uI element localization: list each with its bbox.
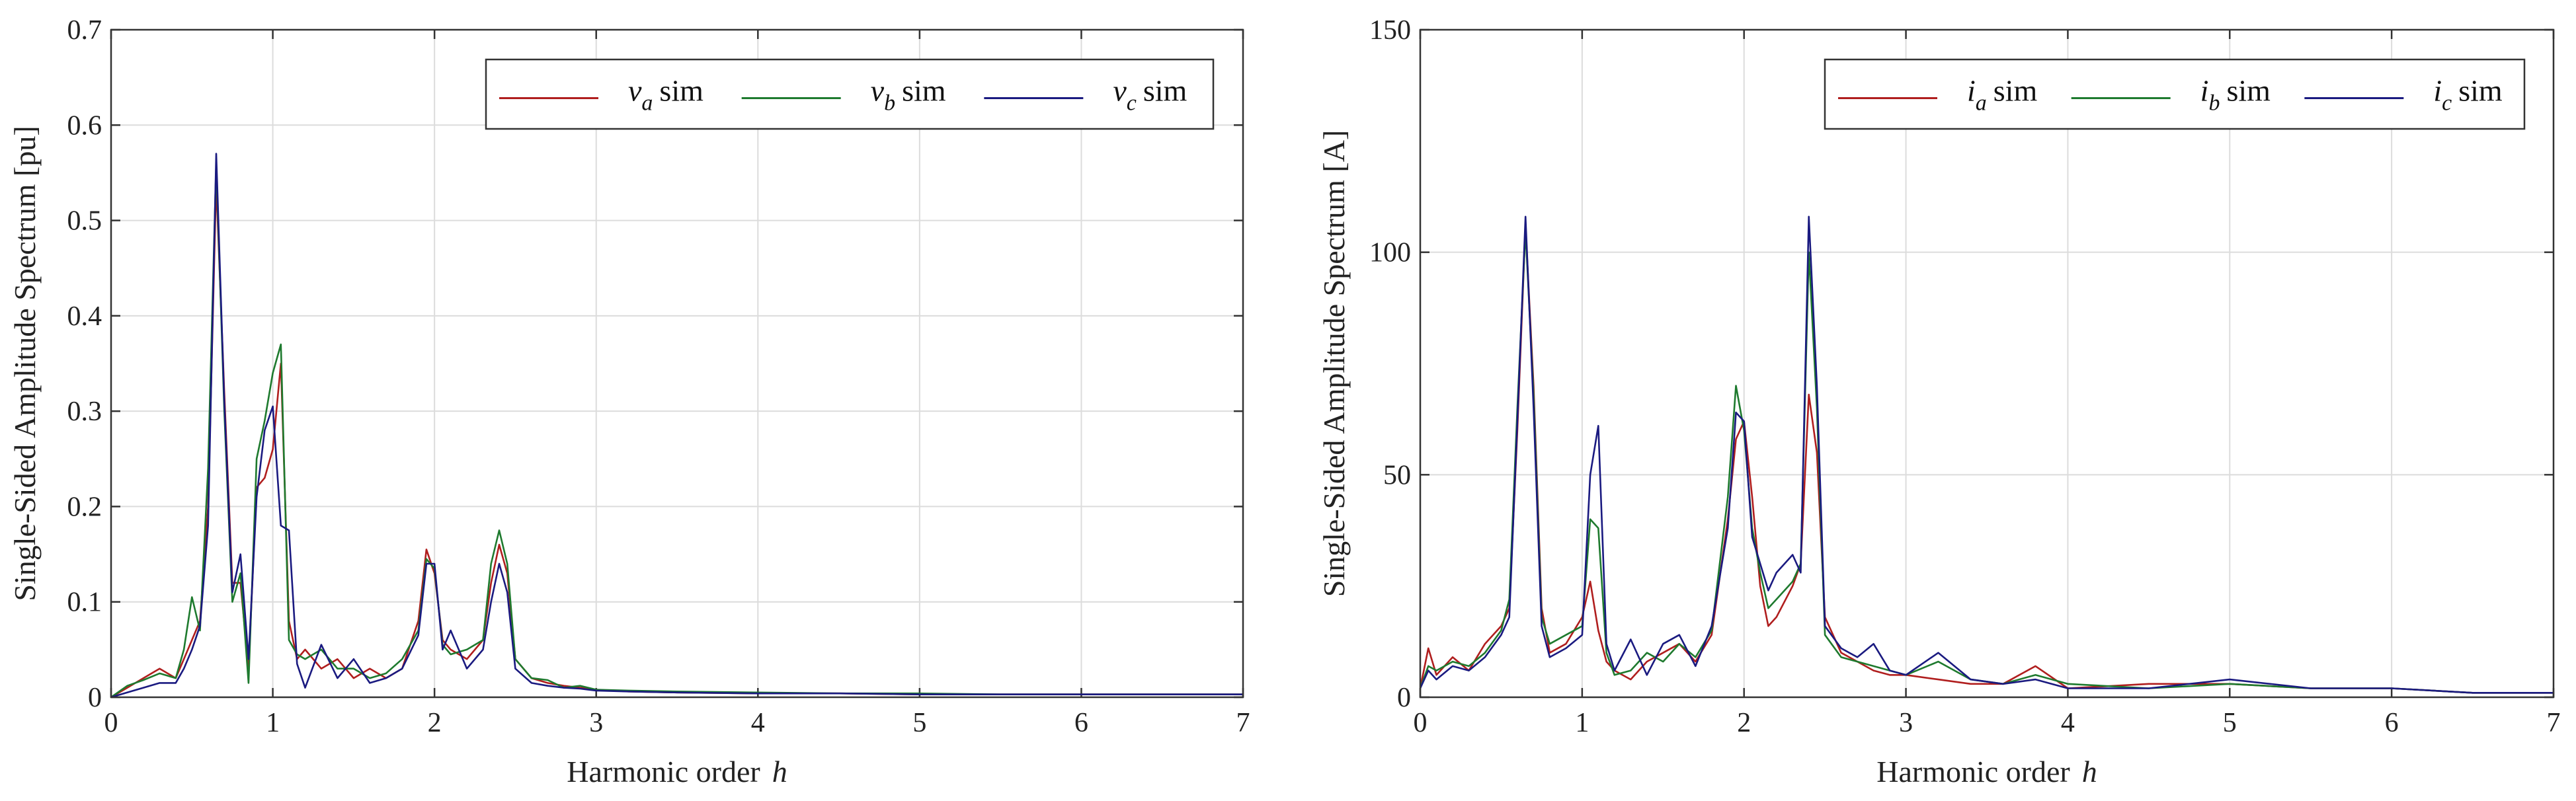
series-line-vc bbox=[111, 153, 1243, 697]
x-axis-title-variable: h bbox=[2082, 755, 2097, 788]
x-axis-title-variable: h bbox=[772, 755, 787, 788]
legend-label-vc: vc sim bbox=[1113, 74, 1187, 116]
legend-subscript: a bbox=[641, 91, 653, 116]
y-tick-label: 150 bbox=[1369, 15, 1411, 46]
y-tick-label: 100 bbox=[1369, 238, 1411, 268]
x-axis-title-text: Harmonic order bbox=[1876, 755, 2070, 788]
x-tick-label: 5 bbox=[2223, 708, 2237, 738]
legend-box bbox=[485, 58, 1215, 130]
y-tick-label: 0.1 bbox=[67, 588, 102, 618]
x-tick-label: 6 bbox=[2385, 708, 2399, 738]
series-group bbox=[1420, 215, 2554, 694]
y-tick-label: 0 bbox=[88, 683, 102, 713]
x-tick-label: 2 bbox=[1737, 708, 1751, 738]
x-tick-label: 1 bbox=[266, 708, 280, 738]
legend-suffix: sim bbox=[902, 74, 946, 108]
legend-subscript: b bbox=[884, 91, 895, 116]
legend-subscript: a bbox=[1976, 91, 1987, 116]
legend-symbol: i bbox=[1967, 74, 1976, 108]
x-axis-title: Harmonic order h bbox=[567, 755, 787, 788]
y-tick-label: 0 bbox=[1397, 683, 1411, 713]
plot-frame bbox=[1419, 28, 2555, 699]
y-tick-label: 0.6 bbox=[67, 110, 102, 141]
series-group bbox=[111, 153, 1243, 697]
x-tick-label: 0 bbox=[104, 708, 118, 738]
legend-label-va: va sim bbox=[628, 74, 704, 116]
y-tick-label: 0.3 bbox=[67, 397, 102, 427]
x-tick-label: 3 bbox=[1899, 708, 1913, 738]
voltage-spectrum-chart: 0 1 2 3 4 5 6 7 0 0.1 0.2 0.3 0.4 0.5 0.6 0.7 Harmonic o… bbox=[8, 15, 1250, 788]
y-tick-label: 0.2 bbox=[67, 492, 102, 522]
plot-frame bbox=[110, 28, 1244, 699]
legend-symbol: v bbox=[871, 74, 885, 108]
legend-suffix: sim bbox=[1143, 74, 1187, 108]
legend-suffix: sim bbox=[659, 74, 704, 108]
legend-label-ia: ia sim bbox=[1967, 74, 2037, 116]
y-tick-label: 50 bbox=[1383, 460, 1411, 490]
x-tick-label: 7 bbox=[1236, 708, 1250, 738]
legend-symbol: i bbox=[2433, 74, 2442, 108]
legend: va sim vb sim vc sim bbox=[485, 58, 1215, 130]
legend-suffix: sim bbox=[1993, 74, 2038, 108]
x-tick-label: 6 bbox=[1074, 708, 1088, 738]
x-axis-title: Harmonic order h bbox=[1876, 755, 2097, 788]
x-tick-label: 2 bbox=[428, 708, 442, 738]
legend-symbol: i bbox=[2200, 74, 2209, 108]
y-tick-label: 0.4 bbox=[67, 301, 102, 332]
legend-label-ib: ib sim bbox=[2200, 74, 2271, 116]
legend-suffix: sim bbox=[2226, 74, 2271, 108]
x-tick-label: 7 bbox=[2547, 708, 2561, 738]
legend-label-vb: vb sim bbox=[871, 74, 946, 116]
legend-box bbox=[1824, 58, 2526, 130]
x-axis-title-text: Harmonic order bbox=[567, 755, 760, 788]
y-axis-title: Single-Sided Amplitude Spectrum [pu] bbox=[8, 126, 42, 601]
legend-symbol: v bbox=[1113, 74, 1127, 108]
legend: ia sim ib sim ic sim bbox=[1824, 58, 2526, 130]
y-axis-title: Single-Sided Amplitude Spectrum [A] bbox=[1317, 130, 1351, 597]
y-tick-label: 0.7 bbox=[67, 15, 102, 46]
x-tick-label: 5 bbox=[912, 708, 926, 738]
x-tick-label: 4 bbox=[751, 708, 765, 738]
series-line-ic bbox=[1420, 215, 2554, 694]
current-spectrum-chart: 0 1 2 3 4 5 6 7 0 50 100 150 Harmonic order h Single-S… bbox=[1317, 15, 2561, 788]
x-tick-label: 0 bbox=[1414, 708, 1428, 738]
legend-symbol: v bbox=[628, 74, 642, 108]
y-tick-label: 0.5 bbox=[67, 206, 102, 237]
legend-subscript: c bbox=[2442, 91, 2452, 116]
legend-suffix: sim bbox=[2458, 74, 2503, 108]
legend-subscript: c bbox=[1127, 91, 1137, 116]
x-tick-label: 1 bbox=[1575, 708, 1589, 738]
x-tick-label: 4 bbox=[2061, 708, 2075, 738]
x-tick-label: 3 bbox=[589, 708, 603, 738]
legend-subscript: b bbox=[2208, 91, 2220, 116]
legend-label-ic: ic sim bbox=[2433, 74, 2503, 116]
